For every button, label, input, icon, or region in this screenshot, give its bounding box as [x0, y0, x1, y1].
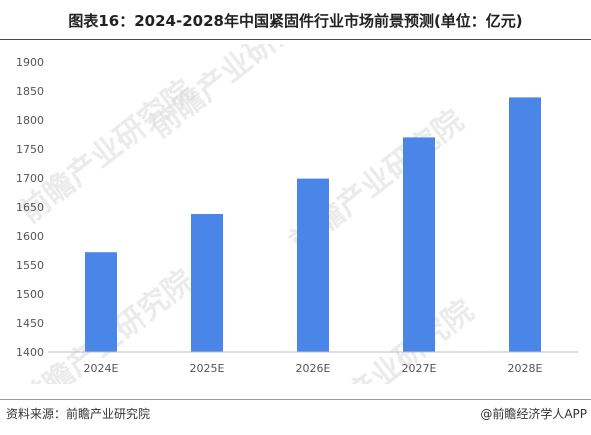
- x-tick-label: 2025E: [190, 362, 225, 375]
- source-note: 资料来源：前瞻产业研究院: [6, 407, 151, 421]
- x-tick-label: 2024E: [84, 362, 119, 375]
- chart-area: 前瞻产业研究院前瞻产业研究院前瞻产业研究院前瞻产业研究院前瞻产业研究院 1400…: [0, 44, 591, 384]
- chart-title: 图表16：2024-2028年中国紧固件行业市场前景预测(单位：亿元): [68, 12, 523, 30]
- bar-2028E: [509, 97, 541, 353]
- x-tick-label: 2027E: [402, 362, 437, 375]
- y-tick-label: 1700: [16, 172, 44, 185]
- bar-2025E: [191, 214, 223, 352]
- x-tick-label: 2028E: [508, 362, 543, 375]
- x-axis: 2024E 2025E 2026E 2027E 2028E: [48, 351, 578, 375]
- bar-2024E: [85, 252, 117, 352]
- credit-note: @前瞻经济学人APP: [480, 407, 587, 421]
- y-tick-label: 1450: [16, 317, 44, 330]
- y-tick-label: 1900: [16, 56, 44, 69]
- y-tick-label: 1600: [16, 230, 44, 243]
- bar-2026E: [297, 178, 329, 352]
- title-divider: [0, 39, 591, 40]
- y-tick-label: 1750: [16, 143, 44, 156]
- bar-2027E: [403, 137, 435, 352]
- footer-divider: [0, 399, 591, 400]
- y-tick-label: 1800: [16, 114, 44, 127]
- y-tick-label: 1400: [16, 346, 44, 359]
- y-tick-label: 1500: [16, 288, 44, 301]
- bar-series: [85, 97, 541, 353]
- y-tick-label: 1550: [16, 259, 44, 272]
- watermark-text: 前瞻产业研究院: [143, 44, 330, 145]
- bar-chart: 前瞻产业研究院前瞻产业研究院前瞻产业研究院前瞻产业研究院前瞻产业研究院 1400…: [13, 44, 578, 384]
- y-tick-label: 1650: [16, 201, 44, 214]
- y-axis: 1400 1450 1500 1550 1600 1650 1700 1750 1800 1850…: [16, 56, 44, 359]
- x-tick-label: 2026E: [296, 362, 331, 375]
- y-tick-label: 1850: [16, 85, 44, 98]
